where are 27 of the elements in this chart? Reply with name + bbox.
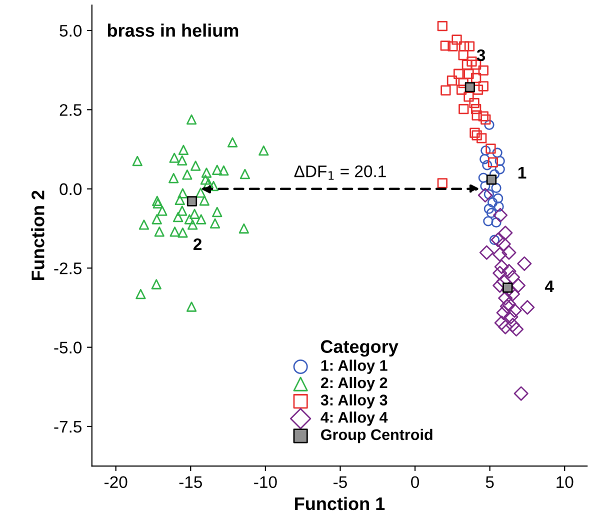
annotation: 1 (518, 166, 526, 178)
text: brass in helium (108, 24, 238, 37)
y-tick-label: -7.5 (54, 421, 82, 433)
annotation: ΔDF$_{1}$ = 20.1 (294, 165, 386, 180)
annotation: 4 (544, 280, 554, 292)
x-tick-label: 0 (411, 476, 420, 488)
annotation: 2 (193, 238, 202, 250)
y-tick-label: -2.5 (54, 262, 82, 274)
x-tick-label: -5 (334, 476, 347, 488)
x-axis-title: Function 1 (295, 496, 385, 510)
x-tick-label: 5 (486, 476, 494, 488)
y-tick-label: -5.0 (54, 342, 82, 354)
legend-label: 2: Alloy 2 (320, 376, 388, 392)
y-axis-title: Function 2 (31, 190, 44, 280)
x-tick-label: -20 (104, 476, 128, 488)
x-tick-label: -15 (179, 476, 202, 488)
x-tick-label: -10 (254, 476, 277, 488)
x-tick-label: 10 (556, 476, 574, 488)
legend-label: 4: Alloy 4 (320, 412, 388, 426)
legend-label: 1: Alloy 1 (321, 360, 388, 374)
legend-label: 3: Alloy 3 (320, 394, 388, 409)
y-tick-label: 2.5 (60, 104, 82, 116)
legend-title: Category (320, 340, 398, 357)
legend-label: Group Centroid (321, 428, 432, 444)
annotation: 3 (476, 49, 486, 62)
y-tick-label: 5.0 (60, 24, 82, 37)
y-tick-label: 0.0 (60, 183, 82, 196)
